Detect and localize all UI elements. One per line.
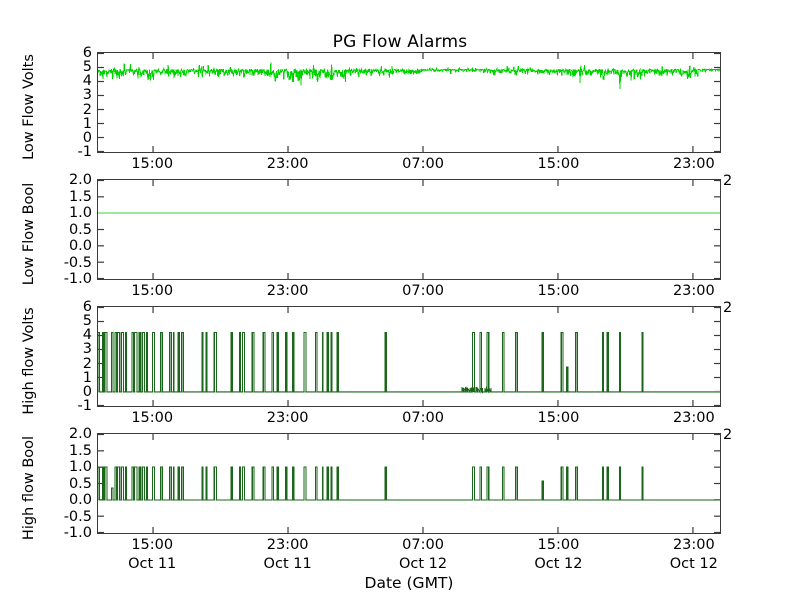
x-tick-low-flow-volts-3: 15:00 — [537, 156, 580, 172]
y-tick-low-flow-volts-3: 3 — [82, 87, 92, 104]
x-tick-high-flow-bool-3: 15:00 — [537, 537, 580, 553]
y-tick-low-flow-volts-7: -1 — [77, 144, 92, 160]
x-tick-low-flow-volts-1: 23:00 — [266, 156, 309, 172]
y-tick-high-flow-volts-6: 0 — [82, 383, 92, 400]
x-tick-high-flow-volts-2: 07:00 — [402, 410, 444, 426]
x-tick-date-0: Oct 11 — [128, 556, 177, 572]
x-tick-low-flow-volts-2: 07:00 — [402, 156, 444, 172]
y-tick-high-flow-volts-5: 1 — [82, 369, 92, 386]
y-tick-high-flow-bool-5: -0.5 — [63, 508, 92, 525]
y-tick-low-flow-volts-1: 5 — [82, 59, 92, 76]
y-tick-low-flow-bool-5: -0.5 — [63, 254, 92, 271]
x-tick-high-flow-bool-1: 23:00 — [266, 537, 309, 553]
x-tick-date-3: Oct 12 — [534, 556, 583, 572]
y-tick-high-flow-volts-0: 6 — [82, 299, 92, 315]
y-tick-high-flow-volts-7: -1 — [77, 398, 92, 414]
x-tick-date-2: Oct 12 — [398, 556, 448, 572]
x-tick-date-4: Oct 12 — [669, 556, 718, 572]
plot-high-flow-bool — [98, 434, 720, 533]
right-edge-label-panel-4: 2 — [723, 427, 733, 443]
x-tick-high-flow-volts-4: 23:00 — [672, 410, 715, 426]
y-tick-high-flow-bool-2: 1.0 — [68, 459, 92, 475]
y-tick-high-flow-bool-3: 0.5 — [68, 475, 92, 492]
x-tick-date-1: Oct 11 — [263, 556, 312, 572]
panel-high-flow-volts — [97, 306, 721, 407]
chart-title: PG Flow Alarms — [332, 32, 468, 52]
right-edge-label-panel-2: 2 — [723, 173, 733, 189]
y-tick-low-flow-volts-5: 1 — [82, 115, 92, 132]
y-tick-low-flow-bool-1: 1.5 — [68, 188, 92, 205]
plot-low-flow-bool — [98, 180, 720, 279]
y-tick-low-flow-volts-2: 4 — [82, 73, 92, 90]
y-tick-high-flow-bool-1: 1.5 — [68, 442, 92, 459]
x-tick-low-flow-volts-4: 23:00 — [672, 156, 715, 172]
y-tick-high-flow-bool-0: 2.0 — [68, 426, 92, 442]
panel-low-flow-volts — [97, 52, 721, 153]
series-high-flow-volts — [98, 331, 720, 393]
x-tick-low-flow-volts-0: 15:00 — [131, 156, 174, 172]
x-tick-low-flow-bool-1: 23:00 — [266, 283, 309, 299]
plot-low-flow-volts — [98, 53, 720, 152]
y-tick-high-flow-volts-4: 2 — [82, 355, 92, 372]
x-tick-high-flow-bool-0: 15:00 — [131, 537, 174, 553]
x-axis-label: Date (GMT) — [364, 574, 454, 592]
y-tick-high-flow-volts-1: 5 — [82, 313, 92, 330]
x-tick-high-flow-bool-4: 23:00 — [672, 537, 715, 553]
x-tick-low-flow-bool-0: 15:00 — [131, 283, 174, 299]
right-edge-label-panel-3: 2 — [723, 300, 733, 316]
panel-low-flow-bool — [97, 179, 721, 280]
x-tick-low-flow-bool-2: 07:00 — [402, 283, 444, 299]
series-tiny-blips-1 — [475, 385, 483, 394]
panel-high-flow-bool — [97, 433, 721, 534]
series-tiny-blips-0 — [461, 386, 474, 394]
y-tick-high-flow-volts-3: 3 — [82, 341, 92, 358]
y-tick-low-flow-bool-2: 1.0 — [68, 205, 92, 221]
series-high-flow-bool — [98, 466, 720, 501]
y-tick-low-flow-volts-0: 6 — [82, 45, 92, 61]
series-low-flow-volts — [98, 62, 720, 90]
y-tick-low-flow-bool-6: -1.0 — [63, 271, 92, 287]
x-tick-low-flow-bool-4: 23:00 — [672, 283, 715, 299]
y-tick-high-flow-volts-2: 4 — [82, 327, 92, 344]
y-tick-low-flow-bool-4: 0.0 — [68, 238, 92, 254]
y-tick-low-flow-volts-4: 2 — [82, 101, 92, 118]
x-tick-high-flow-volts-3: 15:00 — [537, 410, 580, 426]
plot-high-flow-volts — [98, 307, 720, 406]
y-tick-low-flow-bool-0: 2.0 — [68, 172, 92, 188]
y-tick-high-flow-bool-6: -1.0 — [63, 525, 92, 541]
x-tick-high-flow-volts-1: 23:00 — [266, 410, 309, 426]
y-tick-high-flow-bool-4: 0.0 — [68, 492, 92, 508]
x-tick-high-flow-volts-0: 15:00 — [131, 410, 174, 426]
series-tiny-blips-2 — [484, 386, 492, 394]
y-tick-low-flow-volts-6: 0 — [82, 129, 92, 146]
y-tick-low-flow-bool-3: 0.5 — [68, 221, 92, 238]
x-tick-low-flow-bool-3: 15:00 — [537, 283, 580, 299]
x-tick-high-flow-bool-2: 07:00 — [402, 537, 444, 553]
